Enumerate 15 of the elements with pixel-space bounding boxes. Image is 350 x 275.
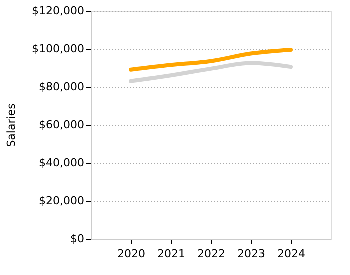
y-tick-label: $100,000 bbox=[32, 42, 84, 56]
x-tick-label: 2023 bbox=[238, 248, 266, 260]
x-tick-label: 2020 bbox=[118, 248, 146, 260]
y-tick-label: $120,000 bbox=[32, 4, 84, 18]
x-tick-label: 2024 bbox=[278, 248, 306, 260]
y-tick-label: $60,000 bbox=[39, 118, 84, 132]
x-tick-label: 2022 bbox=[198, 248, 226, 260]
x-tick-label: 2021 bbox=[158, 248, 186, 260]
y-tick-label: $20,000 bbox=[39, 194, 84, 208]
y-axis-title: Salaries bbox=[5, 103, 18, 148]
y-tick-label: $80,000 bbox=[39, 80, 84, 94]
y-tick-label: $40,000 bbox=[39, 156, 84, 170]
line-series bbox=[129, 48, 293, 72]
line-series bbox=[129, 61, 293, 84]
y-tick-label: $0 bbox=[70, 232, 84, 246]
